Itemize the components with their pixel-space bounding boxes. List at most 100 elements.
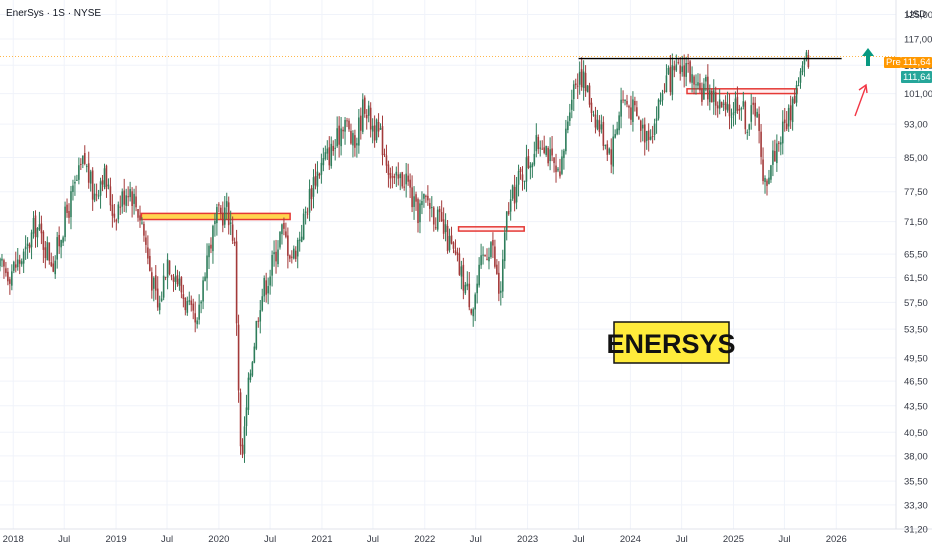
candle-body (235, 241, 238, 324)
candle-body (805, 52, 808, 58)
price-axis-labels: 125,00117,00109,00101,0093,0085,0077,507… (904, 10, 932, 535)
candle-body (46, 242, 49, 261)
candle-body (501, 259, 504, 292)
candle-body (535, 135, 538, 152)
candle-body (97, 195, 100, 197)
candle-body (3, 260, 5, 267)
candle-body (734, 98, 737, 114)
candle-body (115, 219, 118, 222)
candle-body (0, 258, 1, 267)
candle-body (576, 85, 579, 87)
currency-label[interactable]: USD (906, 9, 926, 20)
candle-body (462, 264, 465, 291)
candle-body (669, 66, 672, 92)
candle-body (531, 163, 534, 168)
candle-body (517, 171, 520, 185)
candle-body (1, 258, 3, 261)
candle-body (131, 191, 133, 207)
candle-body (113, 213, 116, 218)
candle-body (369, 107, 372, 130)
candle-body (584, 72, 587, 91)
candle-body (505, 211, 508, 231)
candle-body (405, 173, 407, 185)
candle-body (527, 156, 530, 169)
candle-body (152, 277, 155, 289)
candle-body (89, 171, 92, 184)
candle-body (636, 107, 638, 117)
candle-body (665, 75, 668, 93)
candle-body (164, 276, 167, 278)
price-tick-label: 53,50 (904, 325, 928, 336)
candle-body (300, 236, 303, 242)
candle-body (490, 242, 492, 258)
candle-body (204, 276, 206, 281)
candle-body (444, 224, 447, 233)
candle-body (523, 180, 526, 183)
candle-body (519, 168, 522, 172)
candle-body (549, 149, 551, 162)
candle-body (440, 212, 443, 222)
candle-body (598, 120, 601, 132)
candle-body (231, 224, 234, 241)
enersys-label-box: ENERSYS (606, 321, 736, 364)
candle-body (243, 426, 246, 454)
candle-body (38, 224, 41, 230)
candle-body (574, 83, 577, 86)
candle-body (28, 244, 31, 249)
candle-body (44, 247, 47, 259)
candle-body (695, 84, 697, 86)
candle-body (653, 123, 656, 136)
candle-body (241, 444, 244, 455)
candle-body (608, 148, 611, 154)
candle-body (464, 284, 467, 294)
candle-body (466, 283, 469, 287)
candle-body (423, 193, 425, 199)
candle-body (783, 119, 786, 124)
candle-body (50, 262, 53, 266)
time-tick-label: 2025 (723, 534, 744, 545)
candle-body (667, 68, 670, 75)
candle-body (354, 135, 356, 148)
candle-body (722, 103, 725, 105)
candle-body (291, 256, 293, 258)
candle-body (68, 211, 70, 218)
candle-body (716, 105, 719, 109)
time-tick-label: 2026 (826, 534, 847, 545)
candle-body (472, 309, 475, 317)
candle-body (565, 128, 567, 152)
candle-body (283, 222, 285, 229)
candle-body (791, 98, 794, 122)
candle-body (40, 223, 43, 234)
candle-body (628, 105, 630, 108)
candle-body (277, 249, 279, 265)
candle-body (632, 99, 634, 122)
candle-body (438, 208, 441, 213)
candle-body (703, 83, 705, 100)
candle-body (622, 99, 624, 101)
price-tick-label: 40,50 (904, 428, 928, 439)
candle-body (223, 207, 226, 225)
candle-body (567, 121, 569, 131)
candle-body (11, 271, 13, 286)
candle-body (361, 99, 364, 132)
candle-body (72, 185, 74, 192)
candle-body (348, 120, 350, 130)
candle-body (16, 259, 19, 268)
candle-body (484, 254, 486, 257)
candle-body (279, 231, 281, 248)
candle-body (391, 176, 394, 178)
candle-body (308, 189, 311, 213)
candle-body (413, 196, 415, 207)
candle-body (249, 373, 252, 380)
pre-price-value: 111,64 (903, 57, 931, 68)
candle-body (474, 294, 476, 310)
time-tick-label: Jul (676, 534, 688, 545)
candle-body (563, 150, 565, 159)
price-tick-label: 85,00 (904, 153, 928, 164)
candle-body (705, 77, 707, 82)
candle-body (340, 128, 342, 147)
candle-body (210, 244, 212, 249)
candle-body (626, 101, 628, 105)
